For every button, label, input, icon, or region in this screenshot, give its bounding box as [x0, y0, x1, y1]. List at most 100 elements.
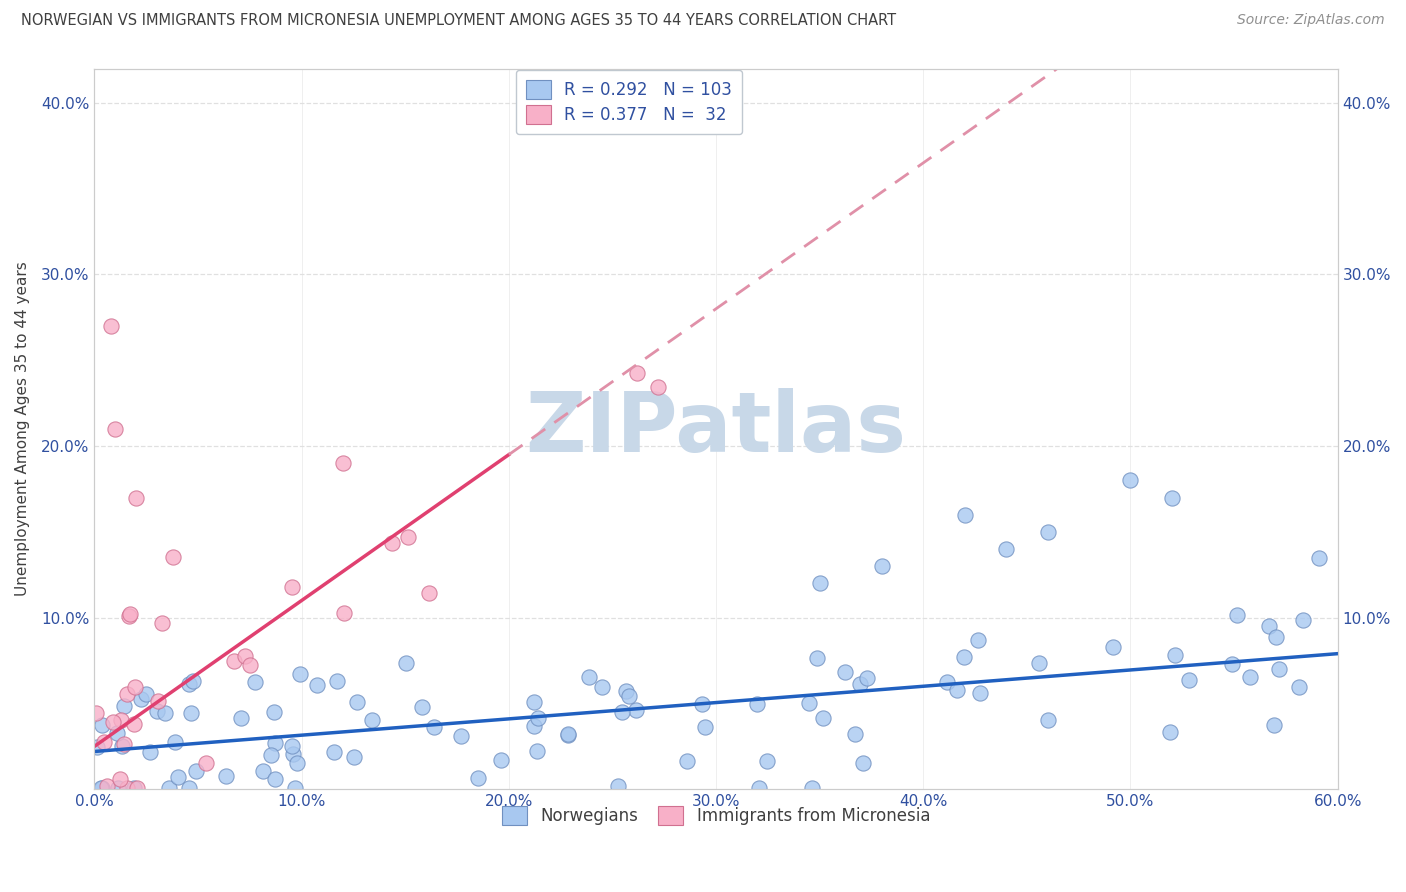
Point: [233, 649, 256, 664]
Point: [527, 711, 550, 725]
Point: [148, 694, 170, 708]
Point: [108, 772, 131, 786]
Point: [1308, 550, 1330, 565]
Point: [952, 650, 974, 665]
Point: [969, 686, 991, 700]
Point: [145, 704, 167, 718]
Point: [118, 607, 141, 621]
Point: [624, 703, 647, 717]
Point: [591, 681, 613, 695]
Point: [396, 530, 419, 544]
Point: [284, 780, 307, 795]
Point: [305, 678, 328, 692]
Point: [995, 541, 1018, 556]
Point: [844, 727, 866, 741]
Point: [214, 769, 236, 783]
Point: [808, 576, 831, 591]
Point: [1119, 474, 1142, 488]
Point: [91, 718, 114, 732]
Point: [107, 780, 129, 795]
Point: [491, 753, 513, 767]
Point: [177, 780, 200, 795]
Point: [264, 772, 287, 786]
Point: [122, 780, 145, 795]
Point: [523, 695, 546, 709]
Point: [1159, 725, 1181, 739]
Point: [849, 677, 872, 691]
Point: [288, 667, 311, 681]
Point: [263, 705, 285, 719]
Point: [323, 746, 346, 760]
Point: [195, 756, 218, 770]
Point: [105, 725, 128, 739]
Point: [124, 717, 146, 731]
Point: [935, 675, 957, 690]
Point: [84, 706, 107, 720]
Point: [1226, 607, 1249, 622]
Point: [811, 711, 834, 725]
Text: NORWEGIAN VS IMMIGRANTS FROM MICRONESIA UNEMPLOYMENT AMONG AGES 35 TO 44 YEARS C: NORWEGIAN VS IMMIGRANTS FROM MICRONESIA …: [21, 13, 896, 29]
Point: [281, 580, 304, 594]
Point: [690, 697, 713, 711]
Point: [617, 689, 640, 703]
Point: [695, 720, 717, 734]
Point: [1257, 619, 1279, 633]
Point: [870, 559, 893, 574]
Text: Source: ZipAtlas.com: Source: ZipAtlas.com: [1237, 13, 1385, 28]
Point: [111, 739, 134, 753]
Text: ZIPatlas: ZIPatlas: [526, 388, 907, 469]
Point: [162, 550, 184, 565]
Point: [125, 780, 148, 795]
Point: [801, 780, 824, 795]
Point: [100, 318, 122, 333]
Point: [110, 713, 132, 727]
Point: [252, 764, 274, 779]
Point: [450, 729, 472, 743]
Point: [806, 650, 828, 665]
Point: [1160, 491, 1182, 505]
Point: [946, 682, 969, 697]
Point: [117, 609, 139, 624]
Point: [333, 606, 356, 620]
Point: [157, 780, 180, 795]
Point: [166, 770, 188, 784]
Point: [124, 680, 146, 694]
Point: [135, 688, 157, 702]
Point: [856, 671, 879, 685]
Point: [325, 674, 347, 689]
Point: [96, 780, 118, 794]
Point: [966, 633, 988, 648]
Point: [245, 675, 267, 690]
Point: [411, 699, 433, 714]
Point: [1178, 673, 1201, 688]
Point: [467, 772, 489, 786]
Point: [423, 720, 446, 734]
Point: [93, 734, 115, 748]
Point: [180, 706, 202, 720]
Point: [1036, 524, 1059, 539]
Point: [153, 706, 176, 720]
Point: [285, 756, 308, 770]
Point: [332, 456, 354, 470]
Point: [626, 367, 648, 381]
Point: [1263, 718, 1285, 732]
Point: [557, 728, 579, 742]
Point: [756, 755, 779, 769]
Point: [578, 669, 600, 683]
Point: [1163, 648, 1185, 663]
Point: [165, 735, 187, 749]
Point: [263, 736, 285, 750]
Point: [115, 780, 138, 795]
Point: [86, 739, 108, 754]
Point: [395, 657, 418, 671]
Point: [342, 750, 364, 764]
Point: [799, 696, 821, 710]
Point: [177, 677, 200, 691]
Point: [745, 697, 768, 711]
Point: [112, 737, 135, 751]
Point: [381, 536, 404, 550]
Point: [1028, 657, 1050, 671]
Point: [152, 616, 174, 631]
Point: [346, 695, 368, 709]
Point: [852, 756, 875, 771]
